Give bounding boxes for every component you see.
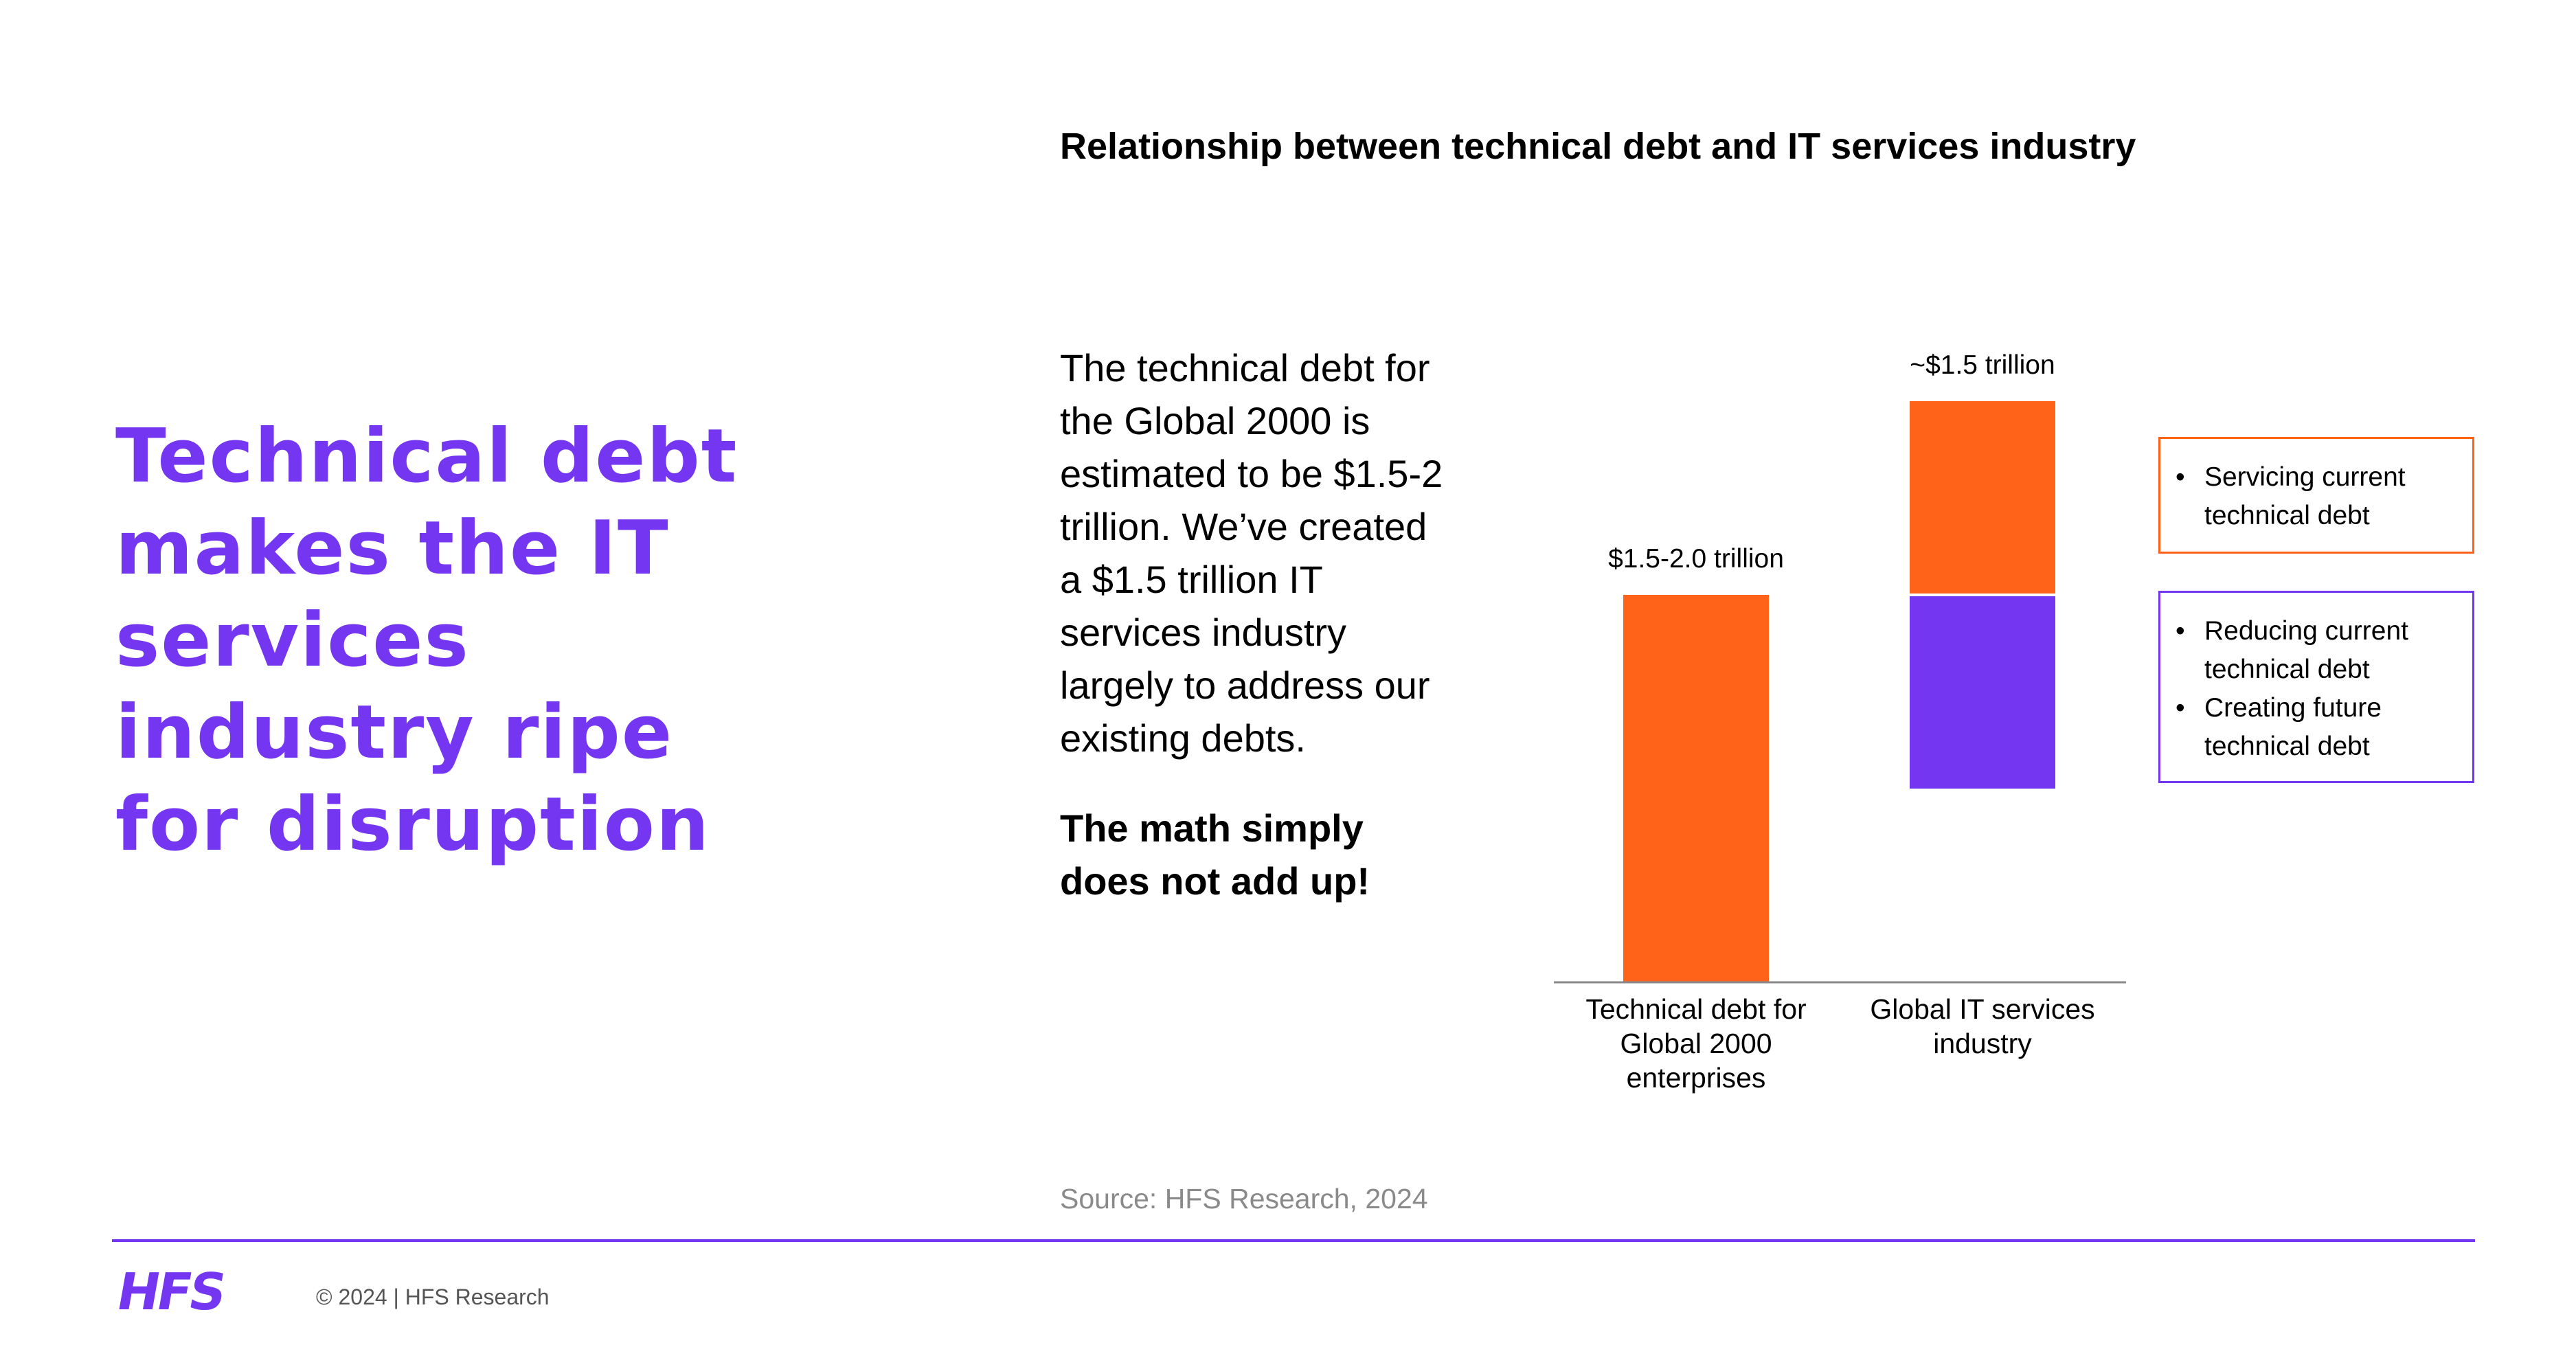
data-label: $1.5-2.0 trillion: [1608, 544, 1784, 574]
legend-box: • Reducing current technical debt • Creatin…: [2158, 591, 2474, 783]
headline-line: Technical debt: [115, 414, 738, 499]
body-text: The technical debt for the Global 2000 is…: [1060, 341, 1486, 765]
data-label: ~$1.5 trillion: [1910, 350, 2055, 380]
headline-line: industry ripe: [115, 690, 674, 776]
headline-line: services: [115, 598, 470, 683]
body-text-line: services industry: [1060, 611, 1347, 654]
legend-box: • Servicing current technical debt: [2158, 437, 2474, 554]
x-tick-label: Global IT services: [1870, 993, 2094, 1025]
emphasis-text: The math simply does not add up!: [1060, 802, 1486, 907]
hfs-logo: HFS: [113, 1269, 229, 1313]
body-text-line: largely to address our: [1060, 664, 1430, 707]
x-tick-label: industry: [1933, 1028, 2032, 1059]
footer-divider: [112, 1239, 2475, 1242]
source-note: Source: HFS Research, 2024: [1060, 1183, 1428, 1214]
bar-segment: [1910, 595, 2055, 789]
x-tick-label: enterprises: [1627, 1062, 1766, 1094]
chart-title: Relationship between technical debt and …: [1060, 126, 2136, 167]
x-tick-label: Technical debt for: [1585, 993, 1806, 1025]
bar-segment: [1910, 401, 2055, 595]
emphasis-line: does not add up!: [1060, 859, 1370, 903]
legend-item: • Reducing current technical debt: [2176, 616, 2408, 684]
body-text-line: The technical debt for: [1060, 346, 1430, 389]
headline: Technical debt makes the IT services indust…: [115, 411, 940, 871]
body-text-line: the Global 2000 is: [1060, 399, 1370, 442]
bar-segment: [1623, 595, 1769, 982]
emphasis-line: The math simply: [1060, 806, 1364, 850]
body-text-line: trillion. We’ve created: [1060, 505, 1427, 548]
headline-line: makes the IT: [115, 506, 670, 591]
body-text-line: estimated to be $1.5-2: [1060, 452, 1443, 495]
legend-item: • Creating future technical debt: [2176, 693, 2382, 761]
copyright-text: © 2024 | HFS Research: [316, 1285, 550, 1309]
legend-item: • Servicing current technical debt: [2176, 462, 2406, 530]
svg-text:HFS: HFS: [113, 1269, 229, 1313]
x-tick-label: Global 2000: [1620, 1028, 1772, 1059]
headline-line: for disruption: [115, 782, 710, 868]
body-text-line: existing debts.: [1060, 716, 1306, 760]
body-text-line: a $1.5 trillion IT: [1060, 558, 1323, 601]
